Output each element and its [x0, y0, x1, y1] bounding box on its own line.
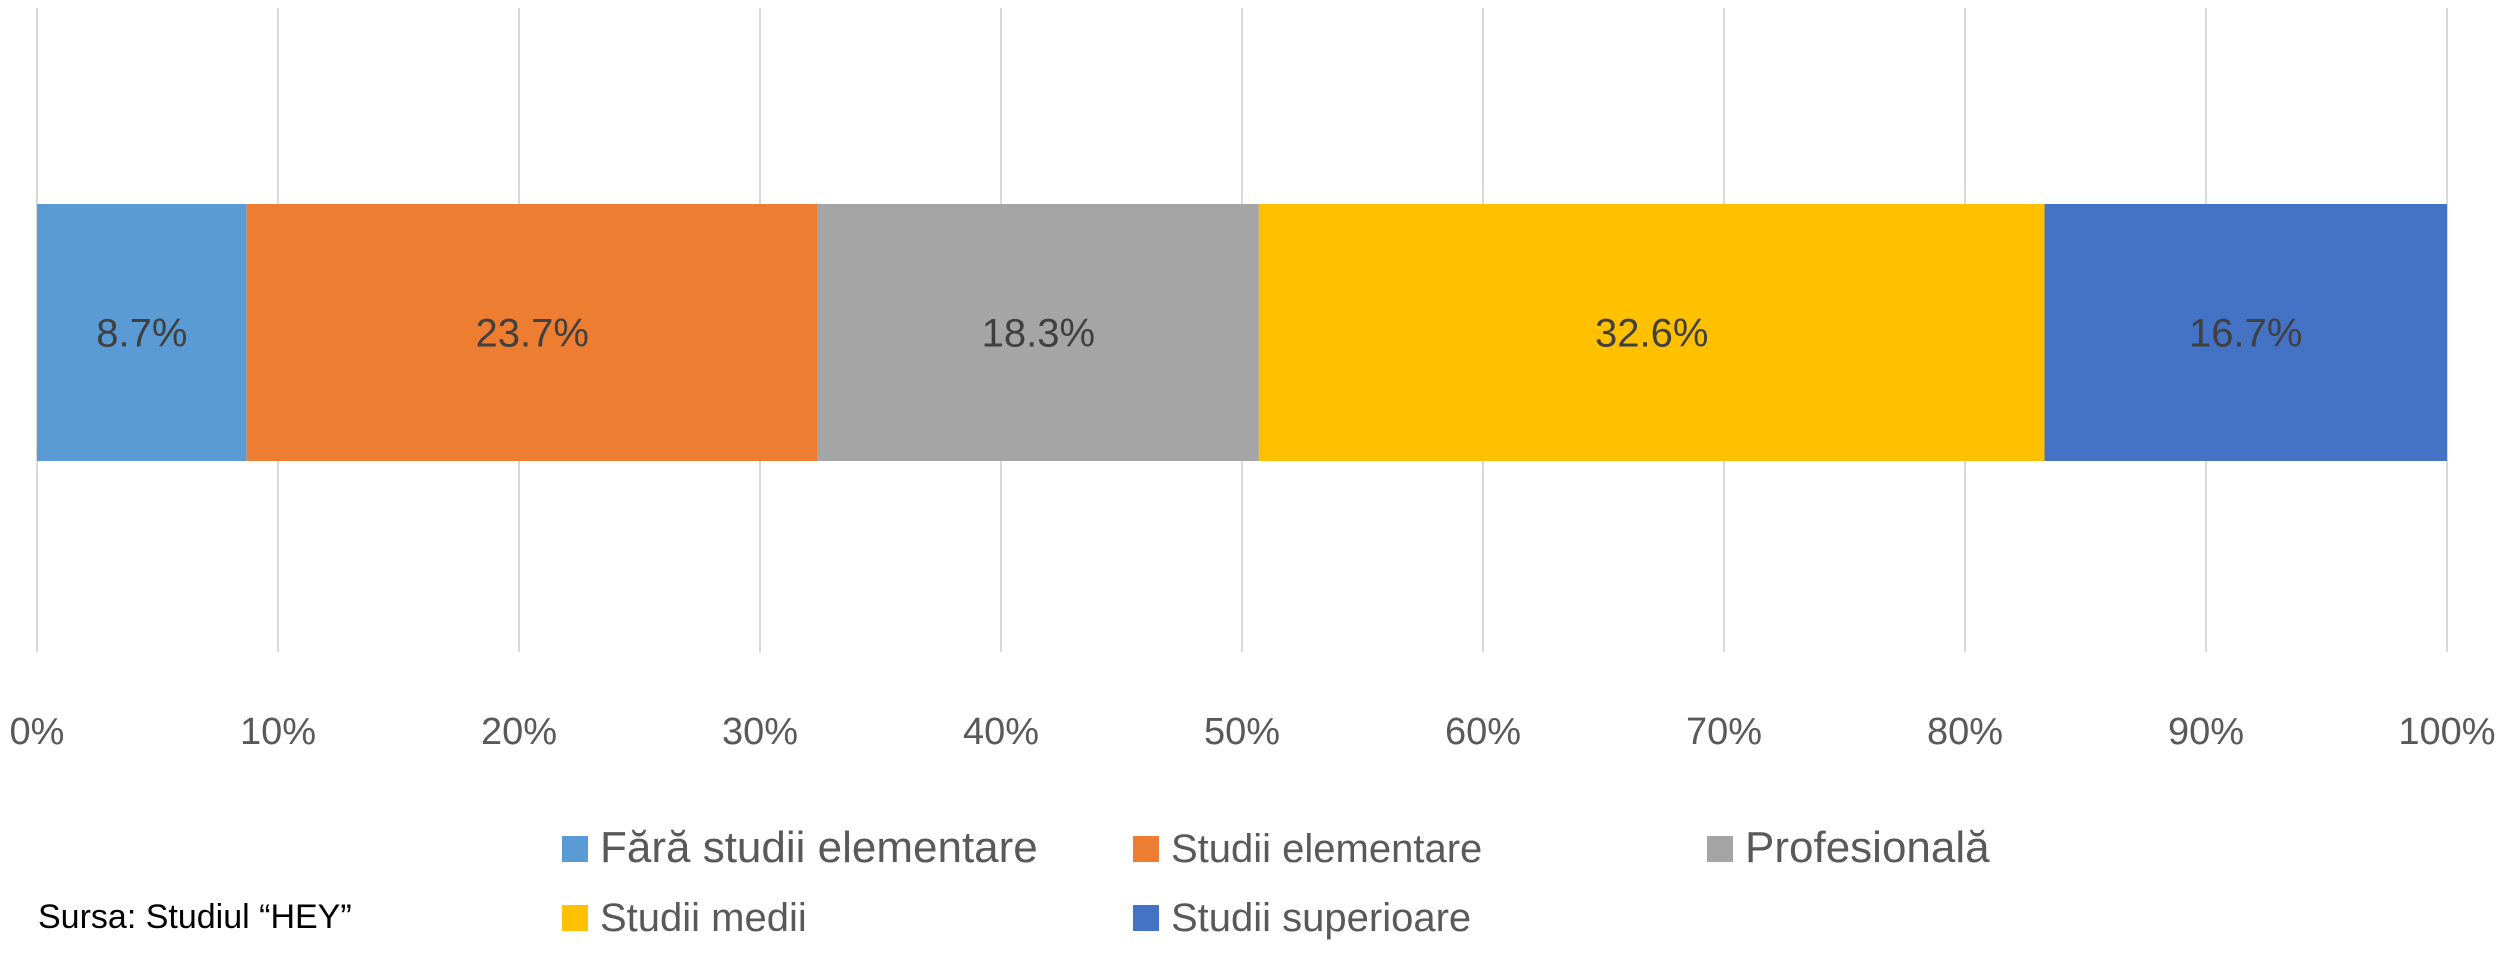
data-label: 23.7% [476, 312, 589, 356]
legend-swatch [562, 836, 588, 862]
x-tick-label: 40% [963, 711, 1039, 753]
legend-label: Profesională [1745, 823, 1990, 872]
x-tick-label: 30% [722, 711, 798, 753]
x-tick-label: 10% [240, 711, 316, 753]
legend-label: Studii superioare [1171, 896, 1471, 940]
x-axis-tick-labels: 0% 10% 20% 30% 40% 50% 60% 70% 80% 90% 100% [10, 711, 2496, 753]
bar-segment [817, 204, 1259, 461]
bar-segment [37, 204, 247, 461]
legend-label: Studii elementare [1171, 827, 1482, 871]
x-tick-label: 20% [481, 711, 557, 753]
x-tick-label: 90% [2168, 711, 2244, 753]
bar-segment [246, 204, 818, 461]
x-tick-label: 50% [1204, 711, 1280, 753]
x-tick-label: 60% [1445, 711, 1521, 753]
bar-segments [37, 204, 2447, 461]
bar-segment [2044, 204, 2447, 461]
legend-swatch [562, 905, 588, 931]
data-label: 8.7% [96, 312, 187, 356]
legend-label: Studii medii [600, 896, 807, 940]
legend-swatch [1133, 836, 1159, 862]
x-tick-label: 80% [1927, 711, 2003, 753]
legend-label: Fără studii elementare [600, 823, 1038, 872]
data-labels: 8.7% 23.7% 18.3% 32.6% 16.7% [96, 312, 2302, 356]
bar-segment [1258, 204, 2045, 461]
source-note: Sursa: Studiul “HEY” [38, 898, 352, 936]
x-tick-label: 70% [1686, 711, 1762, 753]
data-label: 16.7% [2189, 312, 2302, 356]
data-label: 32.6% [1595, 312, 1708, 356]
x-tick-label: 0% [10, 711, 65, 753]
legend-swatch [1133, 905, 1159, 931]
data-label: 18.3% [982, 312, 1095, 356]
x-tick-label: 100% [2398, 711, 2495, 753]
legend: Fără studii elementare Studii elementare P… [562, 823, 1990, 940]
legend-swatch [1707, 836, 1733, 862]
